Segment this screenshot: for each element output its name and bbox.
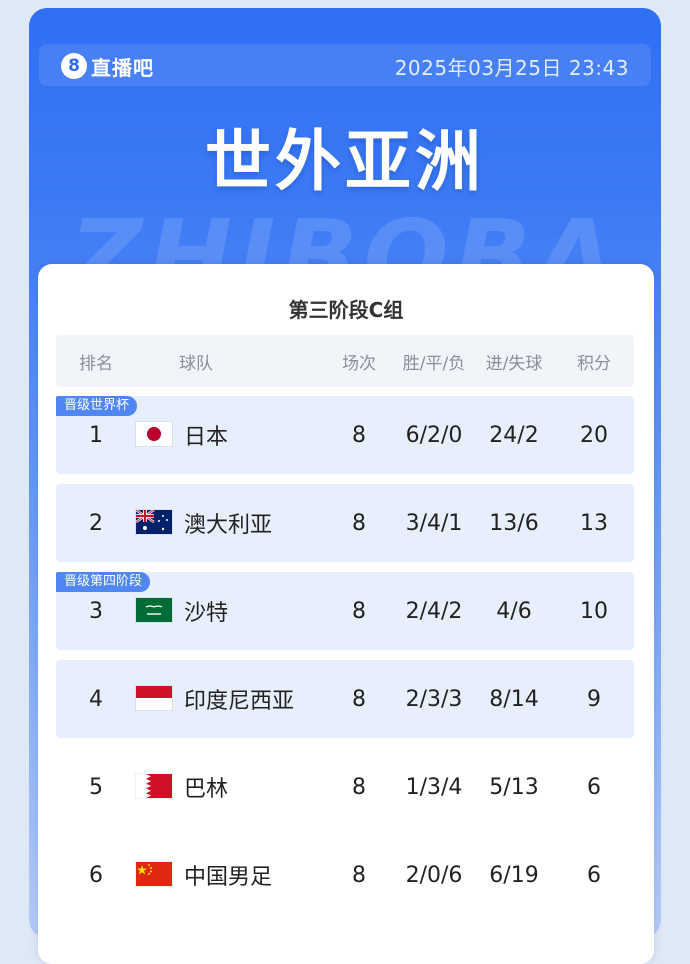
wdl-cell: 1/3/4 (405, 774, 463, 800)
wdl-cell: 2/3/3 (405, 686, 463, 712)
matches-cell: 8 (352, 510, 366, 536)
team-cell: 印度尼西亚 (184, 689, 295, 714)
team-cell: 沙特 (184, 601, 229, 626)
page-title: 世外亚洲 (205, 123, 485, 200)
matches-cell: 8 (352, 686, 366, 712)
team-cell: 日本 (184, 425, 229, 450)
china-flag-icon (136, 862, 172, 886)
logo-text: 直播吧 (91, 55, 154, 80)
goals-cell: 6/19 (489, 862, 539, 888)
group-title: 第三阶段C组 (288, 298, 404, 322)
saudi-flag-icon (136, 598, 172, 622)
rank-cell: 2 (89, 510, 103, 536)
wdl-cell: 6/2/0 (405, 422, 463, 448)
matches-cell: 8 (352, 422, 366, 448)
japan-flag-icon (136, 422, 172, 446)
table-row[interactable]: 3 沙特 8 2/4/2 4/6 10 (56, 572, 634, 650)
points-cell: 9 (587, 686, 601, 712)
team-cell: 中国男足 (184, 865, 273, 890)
header-rank: 排名 (79, 353, 113, 374)
qualified-world-cup-badge: 晋级世界杯 (56, 396, 138, 416)
matches-cell: 8 (352, 598, 366, 624)
top-bar (39, 44, 651, 86)
wdl-cell: 2/0/6 (405, 862, 463, 888)
header-goals: 进/失球 (485, 353, 543, 374)
header-team: 球队 (179, 353, 213, 374)
header-points: 积分 (577, 353, 611, 374)
table-row[interactable]: 2 澳大利亚 8 3/4/1 13/6 13 (56, 484, 634, 562)
indonesia-flag-icon (136, 686, 172, 710)
matches-cell: 8 (352, 774, 366, 800)
rank-cell: 6 (89, 862, 103, 888)
header-wdl: 胜/平/负 (402, 353, 466, 374)
rank-cell: 3 (89, 598, 103, 624)
table-row[interactable]: 1 日本 8 6/2/0 24/2 20 (56, 396, 634, 474)
header-matches: 场次 (342, 353, 376, 374)
goals-cell: 4/6 (496, 598, 532, 624)
rank-cell: 1 (89, 422, 103, 448)
team-cell: 巴林 (184, 777, 229, 802)
goals-cell: 13/6 (489, 510, 539, 536)
australia-flag-icon (136, 510, 172, 534)
logo-badge-icon: 8 (61, 53, 87, 79)
table-row[interactable]: 4 印度尼西亚 8 2/3/3 8/14 9 (56, 660, 634, 738)
standings-card: 第三阶段C组 排名 球队 场次 胜/平/负 进/失球 积分 1 日本 8 6/2… (38, 264, 654, 964)
table-row[interactable]: 5 巴林 8 1/3/4 5/13 6 (56, 748, 634, 826)
goals-cell: 24/2 (489, 422, 539, 448)
goals-cell: 5/13 (489, 774, 539, 800)
table-header: 排名 球队 场次 胜/平/负 进/失球 积分 (56, 335, 634, 387)
bahrain-flag-icon (136, 774, 172, 798)
advance-fourth-stage-badge: 晋级第四阶段 (56, 572, 151, 592)
matches-cell: 8 (352, 862, 366, 888)
datetime-label: 2025年03月25日 23:43 (394, 56, 629, 80)
team-cell: 澳大利亚 (184, 513, 273, 538)
rank-cell: 5 (89, 774, 103, 800)
rank-cell: 4 (89, 686, 103, 712)
points-cell: 6 (587, 774, 601, 800)
wdl-cell: 2/4/2 (405, 598, 463, 624)
points-cell: 6 (587, 862, 601, 888)
goals-cell: 8/14 (489, 686, 539, 712)
points-cell: 10 (580, 598, 608, 624)
wdl-cell: 3/4/1 (405, 510, 463, 536)
table-row[interactable]: 6 中国男足 8 2/0/6 6/19 6 (56, 836, 634, 914)
zhiboba-logo: 8 直播吧 (61, 51, 154, 81)
points-cell: 20 (580, 422, 608, 448)
points-cell: 13 (580, 510, 608, 536)
